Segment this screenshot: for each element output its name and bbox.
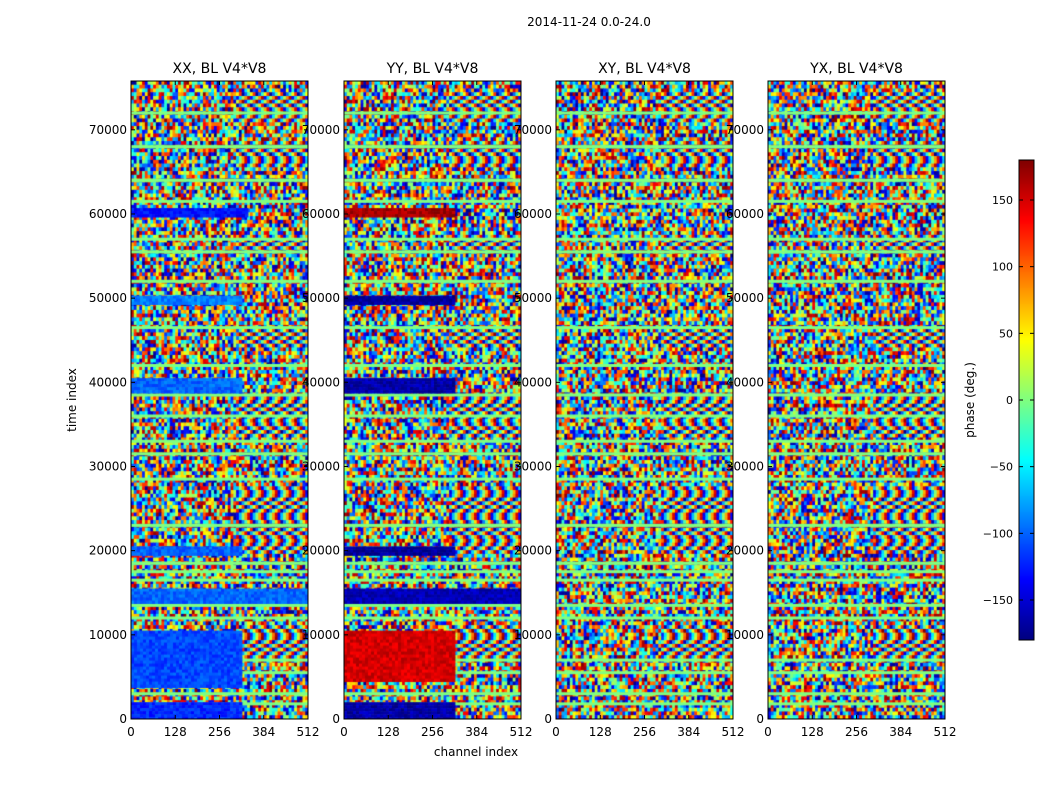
colorbar-tick-label: 100	[992, 261, 1013, 274]
x-tick-label: 256	[633, 725, 656, 739]
colorbar-tick-label: −150	[983, 594, 1013, 607]
x-tick-label: 512	[510, 725, 533, 739]
x-tick-label: 384	[889, 725, 912, 739]
x-tick-label: 0	[764, 725, 772, 739]
y-tick-label: 10000	[514, 628, 552, 642]
y-tick-label: 70000	[514, 123, 552, 137]
y-tick-label: 60000	[302, 207, 340, 221]
colorbar-tick-label: 150	[992, 194, 1013, 207]
x-tick-label: 256	[845, 725, 868, 739]
y-tick-label: 30000	[726, 459, 764, 473]
y-tick-label: 60000	[514, 207, 552, 221]
x-tick-label: 128	[589, 725, 612, 739]
x-tick-label: 128	[377, 725, 400, 739]
heatmap-image	[131, 81, 308, 719]
x-tick-label: 128	[164, 725, 187, 739]
x-tick-label: 128	[801, 725, 824, 739]
x-tick-label: 512	[722, 725, 745, 739]
y-tick-label: 70000	[726, 123, 764, 137]
panel-title: YY, BL V4*V8	[386, 61, 479, 77]
heatmap-image	[556, 81, 733, 719]
x-tick-label: 384	[677, 725, 700, 739]
colorbar: −150 −100 −50 0 50 100 150 phase (deg.)	[963, 159, 1035, 641]
y-tick-label: 0	[119, 712, 127, 726]
y-tick-label: 60000	[89, 207, 127, 221]
colorbar-tick-label: 0	[1006, 394, 1013, 407]
panel-title: XY, BL V4*V8	[598, 61, 691, 77]
y-tick-label: 20000	[89, 544, 127, 558]
panel-title: YX, BL V4*V8	[809, 61, 903, 77]
y-tick-label: 0	[544, 712, 552, 726]
panel-xx: XX, BL V4*V8 0 128 256 384 512 0 10000 20000 3000…	[89, 61, 320, 739]
y-tick-label: 50000	[89, 291, 127, 305]
y-tick-label: 0	[756, 712, 764, 726]
colorbar-tick-label: −100	[983, 527, 1013, 540]
y-tick-label: 20000	[514, 544, 552, 558]
x-tick-label: 512	[297, 725, 320, 739]
panel-xy: XY, BL V4*V8 0 128 256 384 512 0 10000 20000 3000…	[514, 61, 745, 739]
y-tick-label: 10000	[302, 628, 340, 642]
colorbar-label: phase (deg.)	[963, 362, 977, 438]
colorbar-tick-label: 50	[999, 327, 1013, 340]
y-tick-label: 20000	[302, 544, 340, 558]
y-tick-label: 70000	[302, 123, 340, 137]
y-tick-label: 0	[332, 712, 340, 726]
panel-yy: YY, BL V4*V8 0 128 256 384 512 0 10000 20000 3000…	[302, 61, 533, 739]
y-tick-label: 40000	[726, 375, 764, 389]
y-tick-label: 30000	[89, 459, 127, 473]
y-tick-label: 50000	[726, 291, 764, 305]
panels-group: XX, BL V4*V8 0 128 256 384 512 0 10000 20000 3000…	[89, 61, 957, 739]
y-tick-label: 30000	[514, 459, 552, 473]
y-tick-label: 40000	[89, 375, 127, 389]
x-tick-label: 256	[208, 725, 231, 739]
y-tick-label: 50000	[514, 291, 552, 305]
heatmap-image	[344, 81, 521, 719]
y-tick-label: 10000	[89, 628, 127, 642]
panel-yx: YX, BL V4*V8 0 128 256 384 512 0 10000 20000 3000…	[726, 61, 957, 739]
colorbar-gradient	[1019, 160, 1034, 640]
x-tick-label: 512	[934, 725, 957, 739]
heatmap-image	[768, 81, 945, 719]
y-tick-label: 40000	[302, 375, 340, 389]
x-tick-label: 0	[340, 725, 348, 739]
y-tick-label: 60000	[726, 207, 764, 221]
x-tick-label: 0	[552, 725, 560, 739]
x-tick-label: 256	[421, 725, 444, 739]
y-tick-label: 40000	[514, 375, 552, 389]
colorbar-tick-label: −50	[990, 461, 1013, 474]
y-tick-label: 50000	[302, 291, 340, 305]
y-axis-label: time index	[65, 368, 79, 432]
x-tick-label: 0	[127, 725, 135, 739]
x-tick-label: 384	[252, 725, 275, 739]
x-tick-label: 384	[465, 725, 488, 739]
panel-title: XX, BL V4*V8	[173, 61, 267, 77]
x-axis-label: channel index	[434, 745, 518, 759]
y-tick-label: 70000	[89, 123, 127, 137]
y-tick-label: 30000	[302, 459, 340, 473]
y-tick-label: 10000	[726, 628, 764, 642]
y-tick-label: 20000	[726, 544, 764, 558]
figure-suptitle: 2014-11-24 0.0-24.0	[527, 15, 651, 29]
